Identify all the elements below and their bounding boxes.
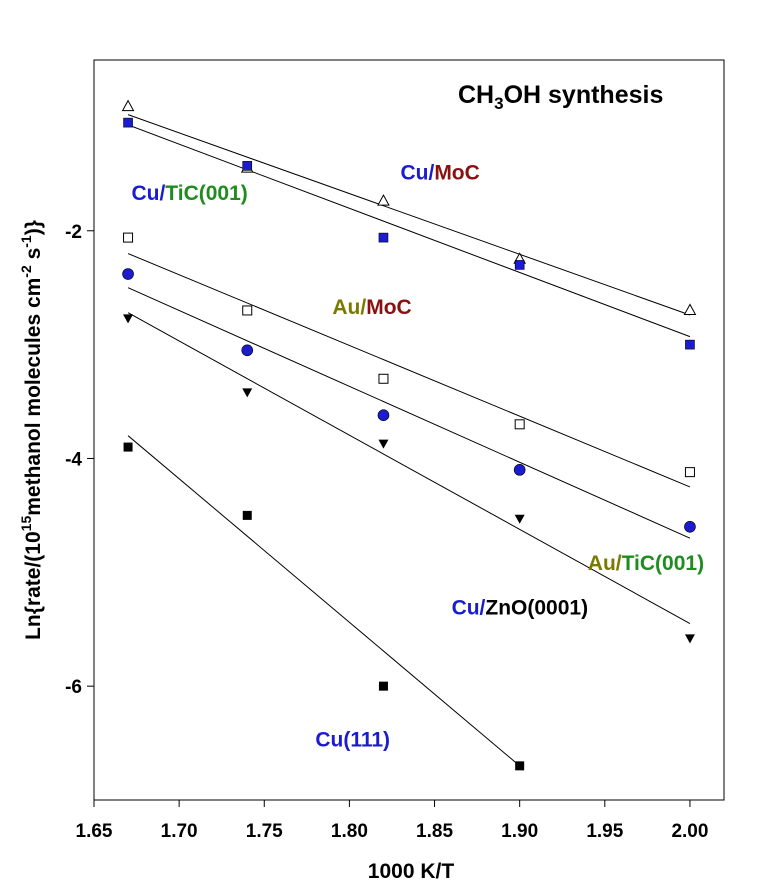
data-point-open-triangle [683, 303, 697, 315]
data-point-blue-square [685, 339, 695, 350]
data-point-open-square [684, 467, 695, 478]
data-point-black-triangle [378, 439, 389, 449]
data-point-open-triangle [121, 99, 135, 112]
x-axis-title: 1000 K/T [368, 860, 455, 883]
data-point-black-square [378, 681, 388, 691]
x-tick-label: 1.90 [501, 821, 538, 842]
data-point-black-triangle [514, 514, 525, 524]
data-point-blue-square [242, 161, 253, 171]
annotation-part: MoC [434, 162, 480, 185]
y-tick-label: -4 [65, 449, 82, 470]
series-annotations: Cu/MoCCu/TiC(001)Au/MoCAu/TiC(001)Cu/ZnO… [131, 162, 704, 752]
annotation-part: Cu/ [131, 182, 165, 205]
ylabel-part-3: s [22, 248, 45, 266]
x-tick-label: 1.85 [416, 821, 453, 842]
x-tick-label: 1.75 [246, 821, 283, 842]
y-tick-label: -6 [65, 677, 82, 698]
data-point-blue-square [123, 117, 133, 128]
plot-frame [93, 59, 725, 801]
fit-line [127, 312, 691, 624]
title-part-1: CH [458, 81, 494, 109]
data-markers [121, 99, 697, 771]
series-annotation: Cu/TiC(001) [131, 182, 247, 205]
annotation-part: Cu/ [400, 162, 434, 185]
data-point-black-triangle [684, 634, 695, 644]
annotation-part: TiC(001) [165, 182, 247, 205]
fit-line [127, 124, 691, 338]
data-point-blue-circle [122, 268, 134, 280]
x-tick-label: 1.95 [586, 821, 623, 842]
y-axis-title: Ln{rate/(1015methanol molecules cm-2 s-1… [18, 220, 45, 640]
data-point-open-square [514, 419, 525, 430]
data-point-black-triangle [242, 388, 253, 398]
series-annotation: Au/TiC(001) [588, 552, 704, 575]
series-annotation: Cu(111) [315, 728, 390, 751]
data-point-blue-square [514, 260, 525, 270]
series-annotation: Cu/MoC [400, 162, 479, 185]
series-annotation: Au/MoC [332, 296, 411, 319]
data-point-black-square [242, 510, 252, 520]
annotation-part: Cu(111) [315, 728, 390, 751]
annotation-part: MoC [366, 296, 412, 319]
data-point-open-square [378, 373, 389, 384]
ylabel-part-1: Ln{rate/(10 [22, 531, 45, 640]
x-tick-label: 1.70 [161, 821, 198, 842]
data-point-blue-circle [513, 464, 526, 476]
data-point-blue-square [378, 232, 389, 243]
fit-lines [127, 114, 691, 767]
annotation-part: Au/ [588, 552, 622, 575]
ylabel-sup-2: -2 [18, 265, 34, 278]
data-point-blue-circle [377, 409, 390, 422]
title-part-2: OH synthesis [504, 81, 664, 109]
x-tick-label: 1.65 [76, 821, 113, 842]
x-tick-label: 2.00 [671, 821, 708, 842]
title-subscript: 3 [494, 94, 503, 113]
data-point-open-square [123, 232, 134, 243]
fit-line [127, 435, 520, 767]
y-tick-label: -2 [65, 222, 82, 243]
chart-title: CH3OH synthesis [458, 81, 663, 113]
data-point-open-triangle [377, 194, 390, 206]
ylabel-part-2: methanol molecules cm [22, 278, 45, 516]
annotation-part: Au/ [332, 296, 366, 319]
ylabel-sup-1: 15 [18, 516, 34, 532]
ylabel-sup-3: -1 [18, 235, 34, 248]
data-point-black-triangle [123, 314, 134, 324]
annotation-part: Cu/ [452, 596, 486, 619]
ylabel-part-4: )} [22, 220, 45, 235]
axis-ticks: 1.65 1.70 1.75 1.80 1.85 1.90 1.95 2.00 -2 -4 -6 [65, 222, 708, 842]
data-point-open-square [242, 305, 253, 316]
annotation-part: TiC(001) [622, 552, 704, 575]
fit-line [127, 253, 691, 488]
series-annotation: Cu/ZnO(0001) [452, 596, 589, 619]
data-point-black-square [515, 761, 525, 771]
fit-line [127, 287, 691, 539]
data-point-blue-circle [684, 520, 696, 533]
data-point-blue-circle [241, 344, 254, 357]
x-tick-label: 1.80 [331, 821, 368, 842]
fit-line [127, 114, 691, 316]
data-point-black-square [123, 442, 133, 452]
annotation-part: ZnO(0001) [485, 596, 588, 619]
